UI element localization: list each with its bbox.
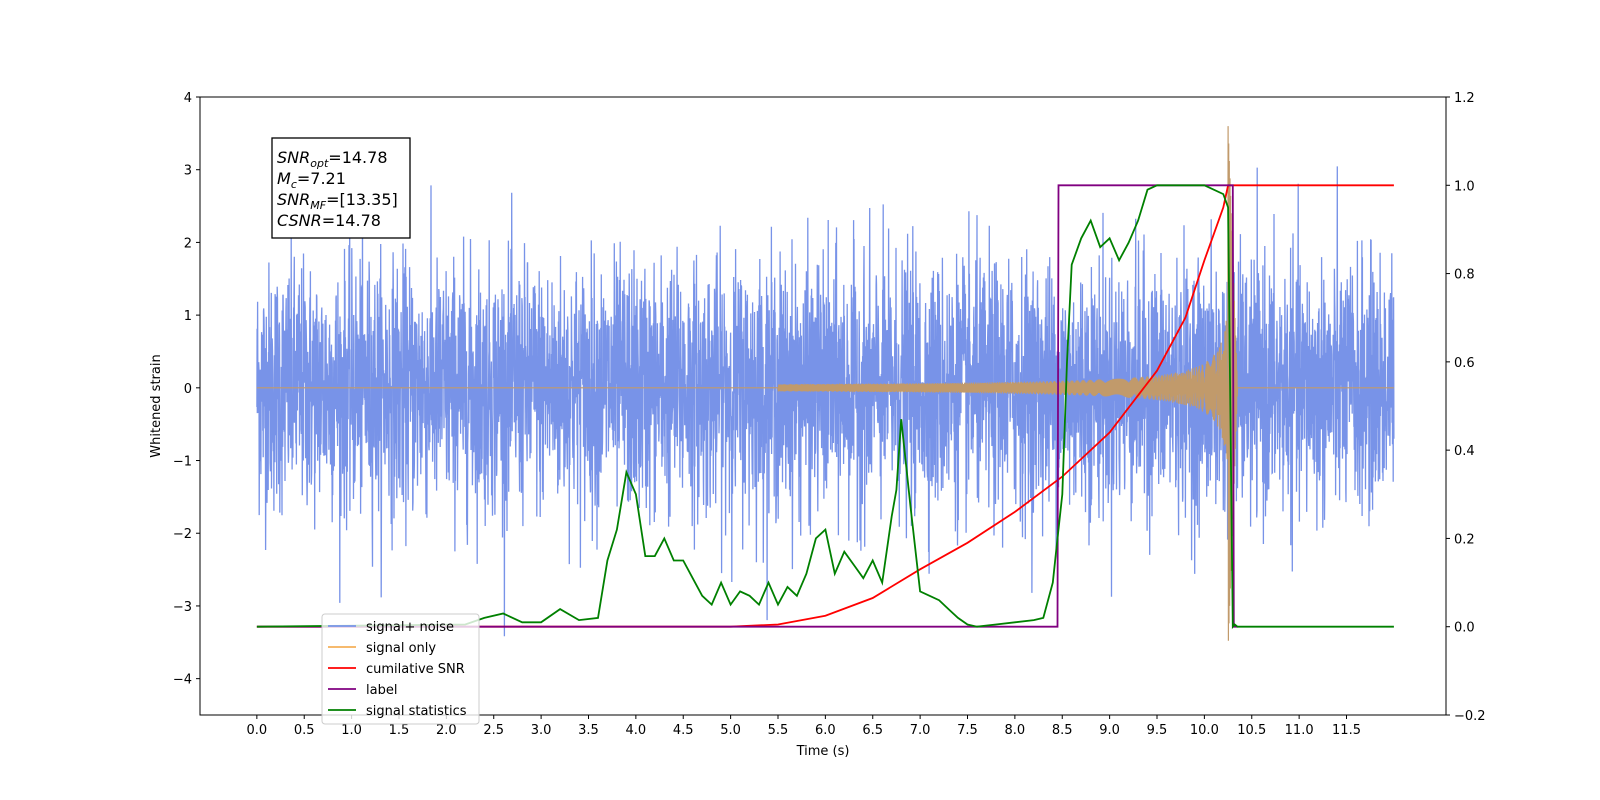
y-left-tick-label: 0 bbox=[184, 382, 192, 397]
legend-label: cumilative SNR bbox=[366, 662, 465, 677]
legend-label: signal only bbox=[366, 641, 436, 656]
y-right-tick-label: 1.2 bbox=[1454, 91, 1475, 106]
x-tick-label: 7.0 bbox=[910, 723, 931, 738]
x-tick-label: 4.0 bbox=[626, 723, 647, 738]
y-left-tick-label: 1 bbox=[184, 309, 192, 324]
y-left-tick-label: −1 bbox=[173, 455, 192, 470]
x-tick-label: 8.0 bbox=[1005, 723, 1026, 738]
x-tick-label: 7.5 bbox=[957, 723, 978, 738]
annotation-frame bbox=[271, 137, 411, 239]
x-tick-label: 11.0 bbox=[1285, 723, 1314, 738]
x-tick-label: 2.5 bbox=[483, 723, 504, 738]
x-tick-label: 1.0 bbox=[341, 723, 362, 738]
legend-label: label bbox=[366, 683, 397, 698]
x-tick-label: 8.5 bbox=[1052, 723, 1073, 738]
y-left-tick-label: −2 bbox=[173, 527, 192, 542]
x-tick-label: 2.0 bbox=[436, 723, 457, 738]
legend-label: signal statistics bbox=[366, 704, 467, 719]
series-signal-plus-noise bbox=[256, 166, 1395, 637]
annotation-line: Mc=7.21 bbox=[277, 169, 346, 191]
axes: 0.0 0.5 1.0 1.5 2.0 2.5 3.0 3.5 4.0 4.5 5.0 5.5 6.0 6… bbox=[173, 91, 1486, 738]
annotation-line: CSNR=14.78 bbox=[277, 211, 381, 230]
x-tick-label: 4.5 bbox=[673, 723, 694, 738]
y-left-tick-label: −4 bbox=[173, 673, 192, 688]
x-tick-label: 5.5 bbox=[768, 723, 789, 738]
y-right-tick-label: 0.8 bbox=[1454, 268, 1475, 283]
y-right-tick-label: 0.4 bbox=[1454, 444, 1475, 459]
x-tick-label: 10.5 bbox=[1237, 723, 1266, 738]
legend: signal+ noise signal only cumilative SNR la… bbox=[321, 613, 480, 725]
x-tick-label: 0.5 bbox=[294, 723, 315, 738]
y-axis-title: Whitened strain bbox=[149, 354, 164, 457]
x-tick-label: 9.5 bbox=[1147, 723, 1168, 738]
series-signal-statistics bbox=[256, 184, 1394, 630]
stats-annotation-box: SNRopt=14.78Mc=7.21SNRMF=[13.35]CSNR=14.… bbox=[271, 137, 411, 239]
series-label bbox=[256, 184, 1238, 628]
x-tick-label: 6.5 bbox=[862, 723, 883, 738]
x-tick-label: 6.0 bbox=[815, 723, 836, 738]
x-tick-label: 9.0 bbox=[1099, 723, 1120, 738]
plot-area bbox=[256, 126, 1395, 641]
y-right-tick-label: 0.0 bbox=[1454, 621, 1475, 636]
y-left-tick-label: 4 bbox=[184, 91, 192, 106]
x-tick-label: 0.0 bbox=[247, 723, 268, 738]
x-tick-label: 3.0 bbox=[531, 723, 552, 738]
y-right-tick-label: −0.2 bbox=[1454, 709, 1486, 724]
legend-label: signal+ noise bbox=[366, 620, 454, 635]
y-right-tick-label: 0.2 bbox=[1454, 532, 1475, 547]
annotation-line: SNRMF=[13.35] bbox=[277, 190, 398, 212]
x-tick-label: 10.0 bbox=[1190, 723, 1219, 738]
x-axis-title: Time (s) bbox=[796, 744, 850, 759]
x-tick-label: 3.5 bbox=[578, 723, 599, 738]
x-tick-label: 5.0 bbox=[720, 723, 741, 738]
y-left-tick-label: −3 bbox=[173, 600, 192, 615]
y-right-tick-label: 0.6 bbox=[1454, 356, 1475, 371]
y-right-tick-label: 1.0 bbox=[1454, 179, 1475, 194]
legend-frame bbox=[321, 613, 480, 725]
plot-frame bbox=[199, 96, 1447, 716]
y-left-tick-label: 2 bbox=[184, 236, 192, 251]
y-left-tick-label: 3 bbox=[184, 164, 192, 179]
x-tick-label: 11.5 bbox=[1332, 723, 1361, 738]
x-tick-label: 1.5 bbox=[389, 723, 410, 738]
series-signal-only bbox=[256, 126, 1394, 641]
annotation-line: SNRopt=14.78 bbox=[277, 148, 388, 170]
series-cumulative-snr bbox=[256, 184, 1394, 628]
